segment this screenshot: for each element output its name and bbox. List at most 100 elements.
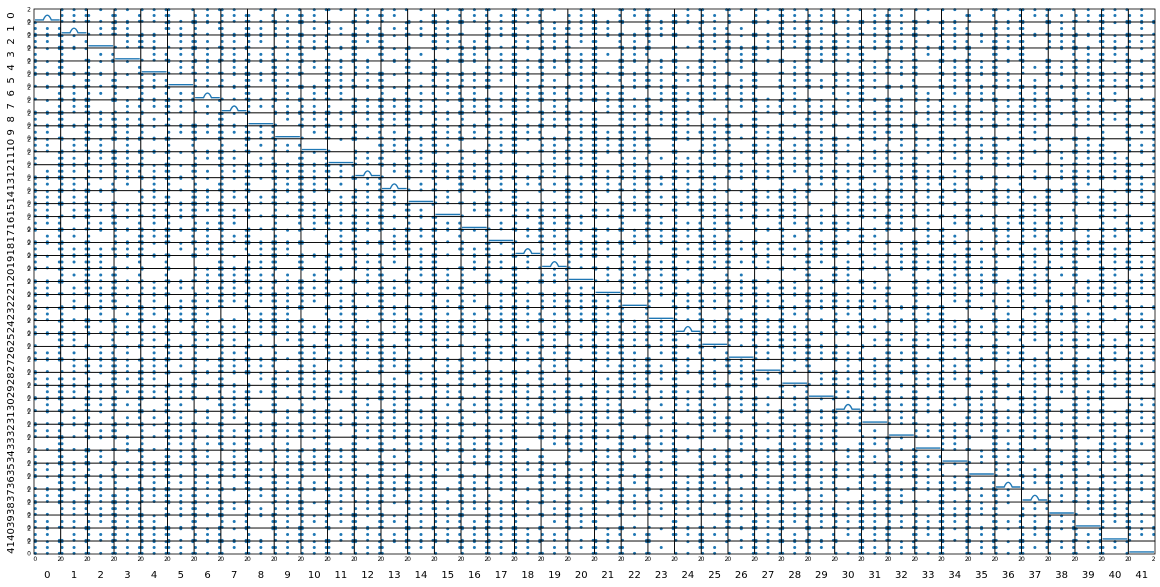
- scatter-point: [807, 65, 811, 69]
- scatter-point: [1033, 117, 1037, 121]
- scatter-point: [873, 21, 877, 25]
- scatter-point: [499, 91, 503, 95]
- scatter-point: [152, 221, 156, 225]
- scatter-point: [380, 78, 384, 82]
- scatter-point: [1060, 21, 1064, 25]
- scatter-point: [980, 247, 984, 251]
- scatter-point: [72, 110, 76, 114]
- scatter-point: [45, 195, 49, 199]
- scatter-point: [45, 208, 49, 212]
- scatter-point: [579, 176, 583, 180]
- scatter-point: [633, 13, 637, 17]
- scatter-point: [645, 13, 649, 17]
- scatter-point: [247, 52, 251, 56]
- scatter-point: [819, 78, 823, 82]
- scatter-point: [899, 110, 903, 114]
- scatter-point: [659, 156, 663, 160]
- scatter-point: [205, 208, 209, 212]
- scatter-point: [72, 163, 76, 167]
- scatter-point: [1033, 124, 1037, 128]
- scatter-point: [819, 208, 823, 212]
- scatter-point: [205, 156, 209, 160]
- scatter-point: [99, 84, 103, 88]
- scatter-point: [205, 228, 209, 232]
- scatter-point: [339, 26, 343, 30]
- scatter-point: [725, 91, 729, 95]
- scatter-point: [713, 34, 717, 38]
- scatter-point: [941, 39, 945, 43]
- scatter-point: [339, 163, 343, 167]
- scatter-point: [579, 247, 583, 251]
- scatter-point: [446, 143, 450, 147]
- scatter-point: [1060, 26, 1064, 30]
- scatter-point: [1060, 228, 1064, 232]
- scatter-point: [205, 52, 209, 56]
- scatter-point: [247, 78, 251, 82]
- scatter-point: [99, 143, 103, 147]
- scatter-point: [286, 104, 290, 108]
- scatter-point: [72, 208, 76, 212]
- scatter-point: [312, 117, 316, 121]
- scatter-point: [899, 176, 903, 180]
- scatter-point: [1060, 39, 1064, 43]
- scatter-point: [125, 117, 129, 121]
- scatter-point: [125, 143, 129, 147]
- scatter-point: [725, 26, 729, 30]
- scatter-point: [366, 260, 370, 264]
- scatter-point: [701, 91, 705, 95]
- scatter-point: [819, 221, 823, 225]
- scatter-point: [540, 52, 544, 56]
- scatter-point: [540, 65, 544, 69]
- scatter-point: [404, 65, 408, 69]
- scatter-point: [179, 208, 183, 212]
- scatter-point: [125, 150, 129, 154]
- scatter-point: [591, 26, 595, 30]
- scatter-point: [1152, 39, 1156, 43]
- scatter-point: [1033, 65, 1037, 69]
- scatter-point: [645, 78, 649, 82]
- scatter-point: [858, 39, 862, 43]
- scatter-point: [1113, 150, 1117, 154]
- scatter-point: [739, 104, 743, 108]
- scatter-point: [499, 52, 503, 56]
- scatter-point: [606, 208, 610, 212]
- scatter-point: [472, 150, 476, 154]
- scatter-point: [286, 52, 290, 56]
- scatter-point: [1033, 34, 1037, 38]
- scatter-point: [793, 202, 797, 206]
- scatter-point: [351, 52, 355, 56]
- scatter-point: [446, 26, 450, 30]
- scatter-point: [419, 228, 423, 232]
- scatter-point: [232, 234, 236, 238]
- scatter-point: [713, 91, 717, 95]
- scatter-point: [499, 123, 503, 127]
- scatter-point: [1140, 13, 1144, 17]
- scatter-point: [766, 156, 770, 160]
- scatter-point: [953, 123, 957, 127]
- scatter-point: [686, 13, 690, 17]
- scatter-point: [87, 65, 91, 69]
- scatter-point: [980, 91, 984, 95]
- scatter-point: [339, 221, 343, 225]
- scatter-point: [271, 13, 275, 17]
- scatter-point: [621, 65, 625, 69]
- scatter-point: [846, 26, 850, 30]
- scatter-point: [831, 52, 835, 56]
- scatter-point: [606, 241, 610, 245]
- scatter-point: [179, 91, 183, 95]
- scatter-point: [552, 234, 556, 238]
- scatter-point: [846, 202, 850, 206]
- scatter-point: [805, 39, 809, 43]
- scatter-point: [887, 13, 891, 17]
- scatter-point: [339, 78, 343, 82]
- scatter-point: [87, 78, 91, 82]
- scatter-point: [259, 8, 263, 12]
- scatter-point: [446, 150, 450, 154]
- scatter-point: [1098, 78, 1102, 82]
- scatter-point: [819, 182, 823, 186]
- scatter-point: [140, 39, 144, 43]
- scatter-point: [300, 13, 304, 17]
- scatter-point: [446, 117, 450, 121]
- scatter-point: [431, 39, 435, 43]
- scatter-point: [633, 143, 637, 147]
